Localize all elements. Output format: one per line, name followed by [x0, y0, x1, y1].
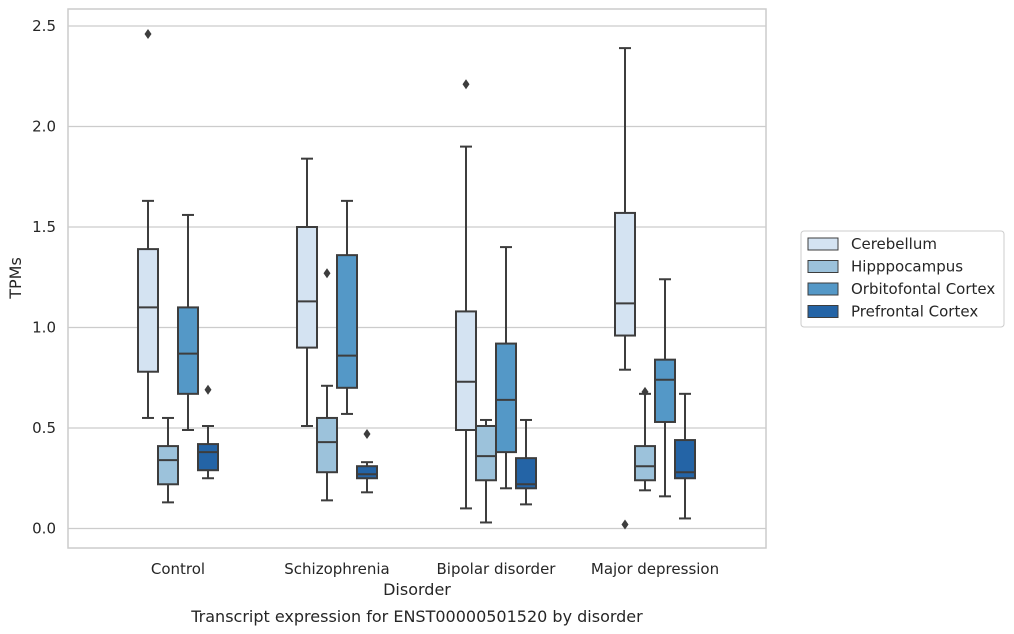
box-cerebellum	[296, 157, 318, 427]
x-tick-label: Bipolar disorder	[437, 560, 557, 578]
box-iqr	[634, 445, 656, 482]
x-axis-label: Disorder	[383, 580, 451, 599]
legend: Cerebellum Hipppocampus Orbitofontal Corte…	[800, 230, 1005, 328]
box-iqr	[654, 358, 676, 423]
box-prefrontal-cortex	[356, 429, 378, 494]
y-tick-label: 2.0	[32, 118, 56, 136]
box-prefrontal-cortex	[197, 384, 219, 480]
box-iqr	[316, 416, 338, 474]
legend-label: Cerebellum	[851, 235, 937, 253]
box-cerebellum	[614, 47, 636, 530]
box-iqr	[137, 248, 159, 373]
box-iqr	[674, 439, 696, 480]
box-cerebellum	[455, 79, 477, 510]
box-hipppocampus	[634, 386, 656, 492]
legend-swatch	[807, 260, 839, 273]
box-iqr	[614, 211, 636, 337]
legend-swatch	[807, 305, 839, 318]
box-iqr	[157, 445, 179, 486]
legend-swatch	[807, 237, 839, 251]
y-tick-label: 2.5	[32, 17, 56, 35]
box-iqr	[495, 342, 517, 454]
box-orbitofontal-cortex	[336, 199, 358, 415]
outlier-point	[462, 79, 470, 90]
box-iqr	[197, 443, 219, 472]
y-tick-label: 0.0	[32, 520, 56, 538]
outlier-point	[363, 429, 371, 440]
legend-swatch	[807, 282, 839, 296]
box-iqr	[515, 457, 537, 490]
box-hipppocampus	[475, 418, 497, 524]
box-cerebellum	[137, 29, 159, 419]
box-prefrontal-cortex	[674, 392, 696, 520]
box-iqr	[177, 306, 199, 395]
legend-label: Prefrontal Cortex	[851, 303, 978, 321]
x-tick-labels: Control Schizophrenia Bipolar disorder Majo…	[151, 560, 719, 578]
outlier-point	[204, 384, 212, 395]
box-hipppocampus	[157, 416, 179, 504]
outlier-point	[323, 268, 331, 279]
outlier-point	[641, 386, 649, 397]
legend-frame	[800, 230, 1005, 328]
box-iqr	[475, 424, 497, 482]
outlier-point	[621, 519, 629, 530]
y-tick-label: 0.5	[32, 419, 56, 437]
box-hipppocampus	[316, 268, 338, 502]
box-iqr	[455, 310, 477, 432]
x-tick-label: Schizophrenia	[284, 560, 389, 578]
y-tick-labels: 0.0 0.5 1.0 1.5 2.0 2.5	[32, 17, 56, 538]
x-tick-label: Major depression	[591, 560, 719, 578]
box-iqr	[356, 465, 378, 480]
y-axis-label: TPMs	[6, 257, 25, 300]
legend-label: Orbitofontal Cortex	[851, 280, 995, 298]
chart-caption: Transcript expression for ENST0000050152…	[190, 607, 643, 626]
box-orbitofontal-cortex	[654, 278, 676, 498]
y-tick-label: 1.5	[32, 218, 56, 236]
plot-frame	[67, 8, 767, 549]
boxes-layer	[137, 29, 696, 530]
box-iqr	[296, 226, 318, 349]
box-orbitofontal-cortex	[177, 213, 199, 432]
box-prefrontal-cortex	[515, 418, 537, 506]
legend-label: Hipppocampus	[851, 258, 963, 276]
outlier-point	[144, 29, 152, 40]
box-orbitofontal-cortex	[495, 246, 517, 490]
x-tick-label: Control	[151, 560, 205, 578]
box-iqr	[336, 254, 358, 389]
y-tick-label: 1.0	[32, 319, 56, 337]
